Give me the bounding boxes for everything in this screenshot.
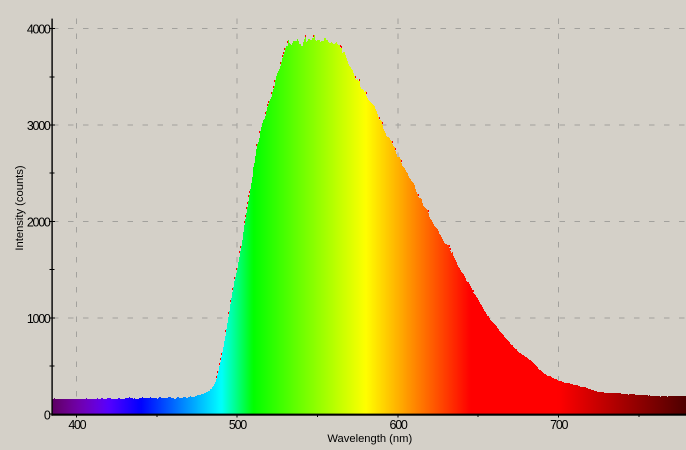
svg-text:Wavelength (nm): Wavelength (nm) [327, 433, 412, 445]
svg-text:1000: 1000 [27, 312, 51, 326]
svg-text:500: 500 [229, 418, 247, 432]
svg-text:Intensity (counts): Intensity (counts) [14, 165, 26, 250]
svg-text:0: 0 [44, 408, 51, 422]
svg-text:4000: 4000 [27, 23, 51, 37]
svg-text:3000: 3000 [27, 119, 51, 133]
svg-text:400: 400 [68, 418, 86, 432]
svg-text:700: 700 [550, 418, 568, 432]
svg-text:600: 600 [390, 418, 408, 432]
svg-text:2000: 2000 [27, 216, 51, 230]
